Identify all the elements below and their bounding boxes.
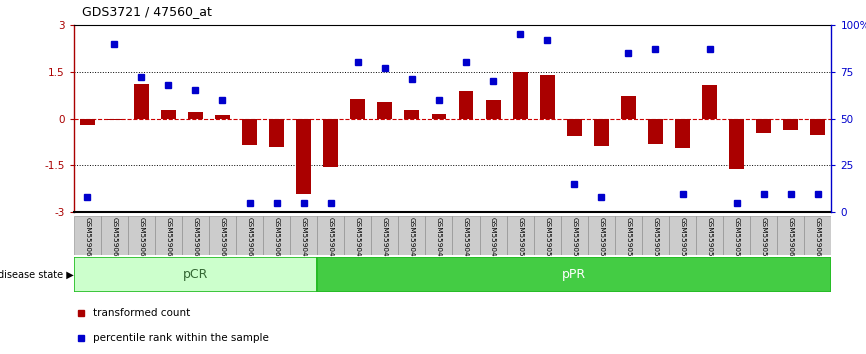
Text: GSM559052: GSM559052	[572, 217, 578, 261]
Text: GSM559065: GSM559065	[165, 217, 171, 261]
Bar	[675, 119, 690, 148]
Text: pPR: pPR	[562, 268, 586, 281]
Bar	[161, 110, 176, 119]
Bar	[594, 119, 609, 146]
Bar	[345, 216, 372, 255]
Bar	[459, 91, 474, 119]
Text: GSM559056: GSM559056	[680, 217, 686, 261]
Bar	[723, 216, 750, 255]
Bar	[567, 119, 582, 136]
Bar	[425, 216, 452, 255]
Text: percentile rank within the sample: percentile rank within the sample	[93, 333, 268, 343]
Bar	[702, 85, 717, 119]
Bar	[696, 216, 723, 255]
Text: GSM559047: GSM559047	[436, 217, 442, 261]
Bar	[107, 119, 121, 120]
Bar	[784, 119, 798, 130]
Text: GSM559069: GSM559069	[274, 217, 280, 261]
Bar	[351, 99, 365, 119]
Bar	[669, 216, 696, 255]
Bar	[100, 216, 128, 255]
Bar	[372, 216, 398, 255]
Bar	[729, 119, 744, 169]
Bar	[323, 119, 338, 167]
Bar	[452, 216, 480, 255]
Text: disease state ▶: disease state ▶	[0, 269, 74, 279]
Bar	[128, 216, 155, 255]
Bar	[188, 112, 203, 119]
Bar	[431, 114, 446, 119]
Bar	[615, 216, 642, 255]
Bar	[80, 119, 94, 125]
Text: GSM559066: GSM559066	[192, 217, 198, 261]
Bar	[215, 115, 229, 119]
Text: GSM559061: GSM559061	[815, 217, 821, 261]
Bar	[182, 216, 209, 255]
Text: GSM559063: GSM559063	[111, 217, 117, 261]
Bar	[209, 216, 236, 255]
Bar	[805, 216, 831, 255]
Bar	[648, 119, 662, 144]
Bar	[588, 216, 615, 255]
Text: GSM559064: GSM559064	[139, 217, 145, 261]
Bar	[296, 119, 311, 194]
Bar	[486, 101, 501, 119]
Bar	[74, 257, 317, 292]
Bar	[621, 96, 636, 119]
Text: GSM559051: GSM559051	[544, 217, 550, 261]
Text: GSM559045: GSM559045	[382, 217, 388, 261]
Text: transformed count: transformed count	[93, 308, 190, 318]
Bar	[155, 216, 182, 255]
Text: GSM559046: GSM559046	[409, 217, 415, 261]
Bar	[290, 216, 317, 255]
Bar	[269, 119, 284, 147]
Text: GSM559062: GSM559062	[84, 217, 90, 261]
Bar	[507, 216, 533, 255]
Bar	[74, 216, 100, 255]
Bar	[404, 110, 419, 119]
Bar	[398, 216, 425, 255]
Bar	[533, 216, 561, 255]
Bar	[642, 216, 669, 255]
Text: GSM559060: GSM559060	[788, 217, 794, 261]
Bar	[778, 216, 805, 255]
Bar	[134, 84, 149, 119]
Bar	[236, 216, 263, 255]
Text: GSM559044: GSM559044	[355, 217, 361, 261]
Bar	[378, 102, 392, 119]
Bar	[480, 216, 507, 255]
Text: pCR: pCR	[183, 268, 208, 281]
Bar	[317, 257, 831, 292]
Text: GSM559048: GSM559048	[463, 217, 469, 261]
Text: GSM559053: GSM559053	[598, 217, 604, 261]
Bar	[513, 72, 527, 119]
Text: GSM559059: GSM559059	[760, 217, 766, 261]
Bar	[750, 216, 778, 255]
Text: GSM559058: GSM559058	[734, 217, 740, 261]
Bar	[242, 119, 257, 145]
Text: GSM559055: GSM559055	[652, 217, 658, 261]
Text: GSM559054: GSM559054	[625, 217, 631, 261]
Bar	[317, 216, 345, 255]
Text: GSM559057: GSM559057	[707, 217, 713, 261]
Bar	[811, 119, 825, 135]
Text: GSM559068: GSM559068	[247, 217, 253, 261]
Text: GDS3721 / 47560_at: GDS3721 / 47560_at	[82, 5, 212, 18]
Text: GSM559049: GSM559049	[490, 217, 496, 261]
Bar	[540, 75, 554, 119]
Text: GSM559050: GSM559050	[517, 217, 523, 261]
Bar	[263, 216, 290, 255]
Text: GSM559067: GSM559067	[219, 217, 225, 261]
Text: GSM559042: GSM559042	[301, 217, 307, 261]
Bar	[561, 216, 588, 255]
Bar	[756, 119, 771, 133]
Text: GSM559043: GSM559043	[327, 217, 333, 261]
